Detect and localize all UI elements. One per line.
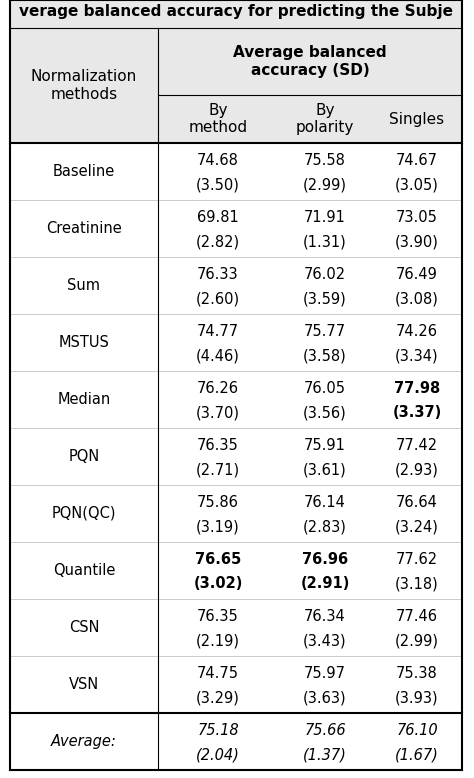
Text: Creatinine: Creatinine [46,221,122,236]
Text: (3.24): (3.24) [395,519,439,534]
Text: 75.38: 75.38 [396,666,438,681]
Text: 77.42: 77.42 [396,437,438,453]
Text: (3.18): (3.18) [395,576,439,591]
Text: 75.66: 75.66 [304,723,346,738]
Text: Baseline: Baseline [53,164,115,179]
Text: 76.35: 76.35 [197,608,239,624]
Text: (3.43): (3.43) [303,633,347,648]
Text: (2.91): (2.91) [301,576,350,591]
Text: 76.49: 76.49 [396,267,438,282]
Text: (3.93): (3.93) [395,690,439,705]
Text: 76.64: 76.64 [396,495,438,510]
Text: CSN: CSN [69,620,99,635]
Text: (3.50): (3.50) [196,177,240,192]
Text: (2.82): (2.82) [196,234,240,249]
Text: 76.02: 76.02 [304,267,346,282]
Text: 76.33: 76.33 [197,267,239,282]
Text: VSN: VSN [69,677,99,692]
Text: 74.75: 74.75 [197,666,239,681]
Text: (2.99): (2.99) [395,633,439,648]
Text: 75.91: 75.91 [304,437,346,453]
Text: (3.59): (3.59) [303,291,347,306]
Text: By
polarity: By polarity [296,103,354,135]
Text: (3.02): (3.02) [193,576,243,591]
Text: 77.62: 77.62 [396,552,438,566]
Text: (1.67): (1.67) [395,747,439,762]
Text: Singles: Singles [390,111,445,127]
Text: (2.99): (2.99) [303,177,347,192]
Text: 74.26: 74.26 [396,324,438,338]
Text: (3.90): (3.90) [395,234,439,249]
Text: (2.93): (2.93) [395,462,439,477]
Text: 75.97: 75.97 [304,666,346,681]
Text: 76.26: 76.26 [197,380,239,395]
Text: 76.34: 76.34 [304,608,346,624]
Text: 74.67: 74.67 [396,152,438,167]
Text: (2.71): (2.71) [196,462,240,477]
Text: 77.46: 77.46 [396,608,438,624]
Text: 76.96: 76.96 [302,552,348,566]
Text: (3.05): (3.05) [395,177,439,192]
Text: 74.68: 74.68 [197,152,239,167]
Text: (2.60): (2.60) [196,291,240,306]
Text: (3.08): (3.08) [395,291,439,306]
Text: 77.98: 77.98 [394,380,440,395]
Text: MSTUS: MSTUS [59,335,109,350]
Bar [10,0,462,28]
Text: 73.05: 73.05 [396,209,438,225]
Text: 76.65: 76.65 [195,552,241,566]
Text: (3.70): (3.70) [196,405,240,420]
Text: Median: Median [57,392,110,407]
Text: 75.86: 75.86 [197,495,239,510]
Text: (3.34): (3.34) [395,348,439,363]
Text: 71.91: 71.91 [304,209,346,225]
Text: 76.35: 76.35 [197,437,239,453]
Text: verage balanced accuracy for predicting the Subje: verage balanced accuracy for predicting … [19,3,453,19]
Text: 76.14: 76.14 [304,495,346,510]
Text: 75.58: 75.58 [304,152,346,167]
Text: 76.10: 76.10 [396,723,438,738]
Text: 75.77: 75.77 [304,324,346,338]
Text: By
method: By method [189,103,247,135]
Text: (3.56): (3.56) [303,405,347,420]
Text: (3.37): (3.37) [392,405,442,420]
Text: Normalization
methods: Normalization methods [31,69,137,102]
Text: 69.81: 69.81 [197,209,239,225]
Text: PQN: PQN [68,449,100,464]
Text: 75.18: 75.18 [197,723,239,738]
Text: (3.58): (3.58) [303,348,347,363]
Text: (3.29): (3.29) [196,690,240,705]
Text: (1.31): (1.31) [303,234,347,249]
Bar [10,28,462,143]
Text: (2.19): (2.19) [196,633,240,648]
Text: (1.37): (1.37) [303,747,347,762]
Text: PQN(QC): PQN(QC) [52,506,116,521]
Text: (2.83): (2.83) [303,519,347,534]
Text: (4.46): (4.46) [196,348,240,363]
Text: 74.77: 74.77 [197,324,239,338]
Text: (3.63): (3.63) [303,690,347,705]
Text: Sum: Sum [67,278,100,293]
Text: (3.19): (3.19) [196,519,240,534]
Text: (2.04): (2.04) [196,747,240,762]
Text: (3.61): (3.61) [303,462,347,477]
Text: Average:: Average: [51,734,117,749]
Text: 76.05: 76.05 [304,380,346,395]
Text: Average balanced
accuracy (SD): Average balanced accuracy (SD) [233,45,387,78]
Text: Quantile: Quantile [53,563,115,578]
